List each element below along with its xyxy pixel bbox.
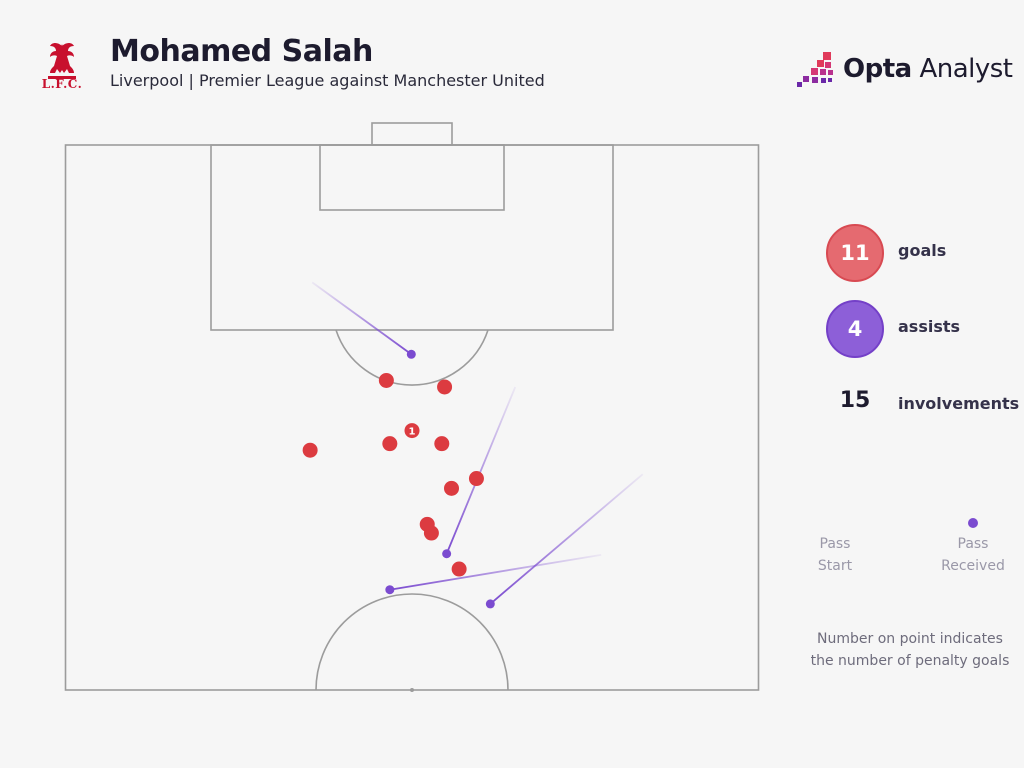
subtitle: Liverpool | Premier League against Manch… bbox=[110, 71, 545, 90]
involvements-label: involvements bbox=[898, 394, 1020, 413]
goals-label: goals bbox=[898, 241, 947, 260]
goal-point bbox=[451, 561, 467, 577]
assist-pass-line bbox=[445, 386, 517, 555]
assist-received-dot bbox=[385, 585, 395, 595]
penalty-goal-count: 1 bbox=[409, 427, 416, 438]
assist-received-dot bbox=[442, 549, 452, 559]
assists-count: 4 bbox=[826, 300, 884, 358]
six-yard-box bbox=[319, 144, 505, 211]
goals-stat: 11 goals bbox=[826, 224, 1024, 282]
assists-label: assists bbox=[898, 317, 961, 336]
club-crest-text: L.F.C. bbox=[41, 77, 83, 91]
pass-legend: Pass Start Pass Received bbox=[790, 505, 1024, 595]
assist-pass-line bbox=[311, 281, 412, 356]
goals-count: 11 bbox=[826, 224, 884, 282]
legend-start-2: Start bbox=[817, 558, 853, 574]
goal-point bbox=[382, 436, 398, 452]
goal-point bbox=[437, 379, 453, 395]
centre-circle bbox=[315, 593, 509, 691]
goal-point bbox=[302, 442, 318, 458]
assist-pass-line bbox=[489, 473, 644, 605]
assist-received-dot bbox=[406, 349, 416, 359]
brand-rest: Analyst bbox=[911, 54, 1013, 84]
involvements-stat: 15 involvements bbox=[826, 388, 1024, 446]
penalty-box bbox=[210, 144, 614, 331]
assists-layer bbox=[311, 281, 644, 609]
goal-point bbox=[419, 516, 435, 532]
player-name: Mohamed Salah bbox=[110, 34, 373, 69]
opta-analyst-logo: Opta Analyst bbox=[797, 48, 1013, 90]
goals-layer: 1 bbox=[302, 372, 484, 577]
note-line-2: the number of penalty goals bbox=[810, 653, 1010, 669]
penalty-note: Number on point indicates the number of … bbox=[800, 628, 1020, 672]
assist-pass-line bbox=[389, 553, 602, 591]
assists-stat: 4 assists bbox=[826, 300, 1024, 358]
centre-spot bbox=[410, 688, 414, 692]
note-line-1: Number on point indicates bbox=[817, 631, 1003, 647]
involvements-count: 15 bbox=[839, 388, 871, 413]
legend-end-1: Pass bbox=[957, 536, 989, 552]
opta-pixel-icon bbox=[797, 52, 833, 87]
goal-point bbox=[468, 471, 484, 487]
goal bbox=[371, 122, 453, 146]
pitch-outline bbox=[64, 144, 760, 691]
goal-point bbox=[444, 480, 460, 496]
brand-bold: Opta bbox=[843, 54, 912, 84]
assist-received-dot bbox=[485, 599, 495, 609]
pitch-markings bbox=[64, 122, 760, 691]
liverbird-icon bbox=[48, 43, 76, 79]
goal-point bbox=[434, 436, 450, 452]
header: L.F.C. Mohamed Salah Liverpool | Premier… bbox=[0, 0, 1024, 110]
legend-pass-line bbox=[835, 518, 978, 528]
goal-point bbox=[404, 423, 420, 439]
goal-point bbox=[378, 372, 394, 388]
legend-received-dot bbox=[968, 518, 978, 528]
legend-end-2: Received bbox=[941, 558, 1005, 574]
pitch-chart: 1 bbox=[64, 122, 760, 692]
penalty-arc bbox=[335, 329, 489, 386]
legend-start-1: Pass bbox=[819, 536, 851, 552]
